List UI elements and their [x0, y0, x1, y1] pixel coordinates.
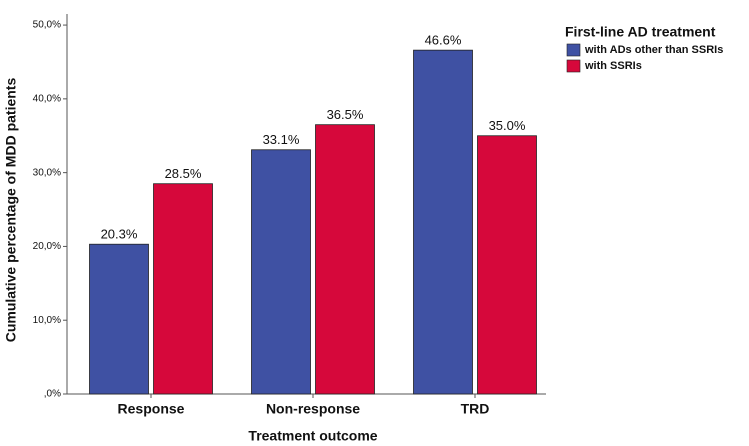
bar: [315, 124, 375, 395]
legend-swatch: [566, 43, 581, 57]
value-label: 46.6%: [425, 33, 462, 48]
x-tick-label: Response: [118, 401, 185, 417]
y-tick-label: 10,0%: [33, 315, 61, 326]
x-axis-title: Treatment outcome: [248, 428, 377, 444]
value-label: 33.1%: [263, 132, 300, 147]
y-tick-label: ,0%: [44, 389, 61, 400]
y-axis-title: Cumulative percentage of MDD patients: [3, 78, 19, 343]
y-tick-label: 20,0%: [33, 241, 61, 252]
legend-label: with ADs other than SSRIs: [584, 44, 723, 56]
bar: [89, 243, 149, 395]
x-tick-label: TRD: [461, 401, 490, 417]
legend-label: with SSRIs: [584, 60, 642, 72]
value-label: 20.3%: [101, 227, 138, 242]
bar: [153, 183, 213, 395]
y-tick-label: 40,0%: [33, 93, 61, 104]
y-tick-label: 30,0%: [33, 167, 61, 178]
value-label: 36.5%: [327, 107, 364, 122]
bar: [251, 149, 311, 395]
legend-title: First-line AD treatment: [565, 24, 716, 40]
y-tick-label: 50,0%: [33, 20, 61, 31]
x-tick-label: Non-response: [266, 401, 360, 417]
bar: [477, 135, 537, 395]
bar: [413, 49, 473, 395]
value-label: 28.5%: [165, 166, 202, 181]
legend-swatch: [566, 59, 581, 73]
value-label: 35.0%: [489, 118, 526, 133]
